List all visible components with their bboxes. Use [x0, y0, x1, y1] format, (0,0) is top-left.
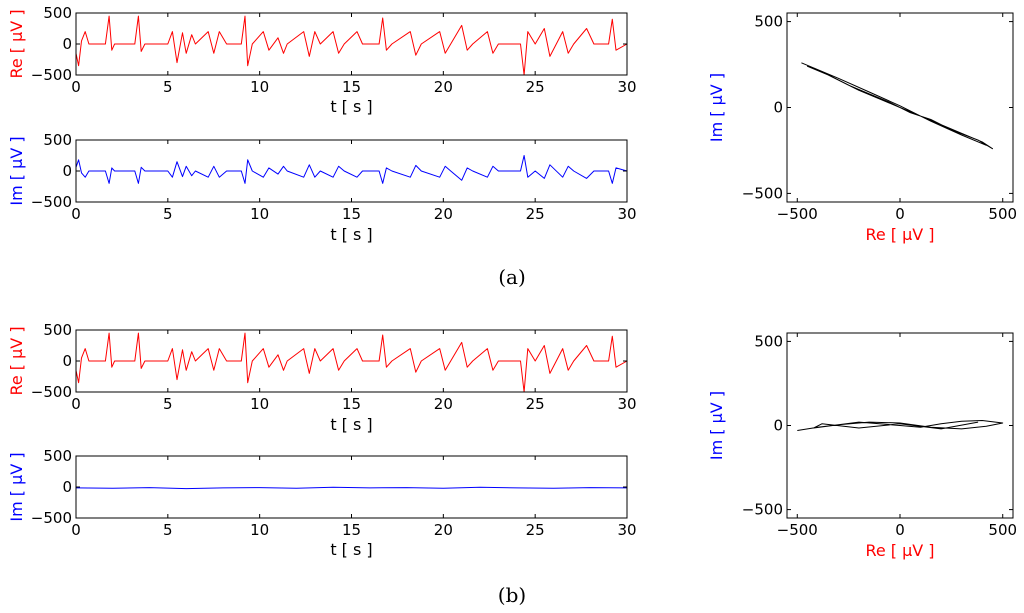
x-tick-label: 15	[342, 395, 361, 413]
x-tick-label: 500	[988, 521, 1017, 539]
x-axis-label: t [ s ]	[330, 97, 372, 116]
x-tick-label: 30	[617, 78, 636, 96]
y-tick-label: −500	[31, 193, 72, 211]
x-tick-label: 20	[434, 78, 453, 96]
y-tick-label: −500	[31, 509, 72, 527]
series-line-a-im-0	[75, 155, 628, 184]
x-tick-label: 5	[163, 78, 173, 96]
series-line-b-xy-0	[797, 420, 1004, 431]
x-tick-label: 15	[342, 521, 361, 539]
series-line-b-im-0	[75, 486, 628, 490]
x-tick-label: 0	[71, 205, 81, 223]
y-tick-label: 500	[43, 321, 72, 339]
x-tick-label: 0	[895, 521, 905, 539]
x-tick-label: 30	[617, 395, 636, 413]
x-tick-label: 5	[163, 521, 173, 539]
x-tick-label: 10	[250, 395, 269, 413]
y-tick-label: 0	[62, 478, 72, 496]
x-tick-label: 5	[163, 205, 173, 223]
series-line-a-xy-0	[801, 62, 993, 150]
x-axis-label: Re [ μV ]	[865, 541, 934, 560]
x-tick-label: 15	[342, 205, 361, 223]
y-axis-label: Re [ μV ]	[7, 326, 26, 395]
y-tick-label: −500	[31, 383, 72, 401]
y-tick-label: −500	[31, 66, 72, 84]
x-tick-label: 10	[250, 521, 269, 539]
x-axis-label: Re [ μV ]	[865, 225, 934, 244]
y-tick-label: −500	[742, 184, 783, 202]
x-tick-label: 0	[895, 205, 905, 223]
y-axis-label: Im [ μV ]	[707, 73, 726, 142]
y-tick-label: 500	[754, 13, 783, 31]
axes-frame-b-im	[75, 455, 628, 519]
x-tick-label: 0	[71, 521, 81, 539]
x-tick-label: 20	[434, 395, 453, 413]
x-axis-label: t [ s ]	[330, 225, 372, 244]
x-tick-label: 15	[342, 78, 361, 96]
x-tick-label: 0	[71, 78, 81, 96]
x-tick-label: 5	[163, 395, 173, 413]
x-axis-label: t [ s ]	[330, 415, 372, 434]
x-tick-label: 10	[250, 205, 269, 223]
panel-label-b: (b)	[498, 583, 526, 607]
y-tick-label: 500	[754, 332, 783, 350]
y-axis-label: Re [ μV ]	[7, 9, 26, 78]
y-axis-label: Im [ μV ]	[7, 136, 26, 205]
series-line-b-re-0	[75, 332, 628, 393]
y-tick-label: 0	[773, 417, 783, 435]
x-tick-label: −500	[777, 521, 818, 539]
x-tick-label: 10	[250, 78, 269, 96]
x-axis-label: t [ s ]	[330, 540, 372, 559]
chart-a-imag-vs-real: −500 0 500 500 0 −500 Re [ μV ] Im [ μV ]	[707, 12, 1017, 244]
x-tick-label: 25	[526, 205, 545, 223]
y-tick-label: 0	[773, 99, 783, 117]
y-tick-label: −500	[742, 501, 783, 519]
x-tick-label: 30	[617, 521, 636, 539]
y-axis-label: Im [ μV ]	[707, 391, 726, 460]
panel-label-a: (a)	[498, 265, 526, 289]
x-tick-label: −500	[777, 205, 818, 223]
y-tick-label: 500	[43, 447, 72, 465]
x-tick-label: 25	[526, 521, 545, 539]
x-tick-label: 25	[526, 78, 545, 96]
y-tick-label: 500	[43, 131, 72, 149]
x-tick-label: 20	[434, 521, 453, 539]
y-tick-label: 0	[62, 35, 72, 53]
series-line-a-re-0	[75, 15, 628, 76]
chart-b-imag-vs-real: −500 0 500 500 0 −500 Re [ μV ] Im [ μV ]	[707, 332, 1017, 560]
x-tick-label: 0	[71, 395, 81, 413]
y-tick-label: 0	[62, 162, 72, 180]
x-tick-label: 30	[617, 205, 636, 223]
y-axis-label: Im [ μV ]	[7, 452, 26, 521]
x-tick-label: 500	[988, 205, 1017, 223]
x-tick-label: 20	[434, 205, 453, 223]
y-tick-label: 500	[43, 4, 72, 22]
x-tick-label: 25	[526, 395, 545, 413]
y-tick-label: 0	[62, 352, 72, 370]
